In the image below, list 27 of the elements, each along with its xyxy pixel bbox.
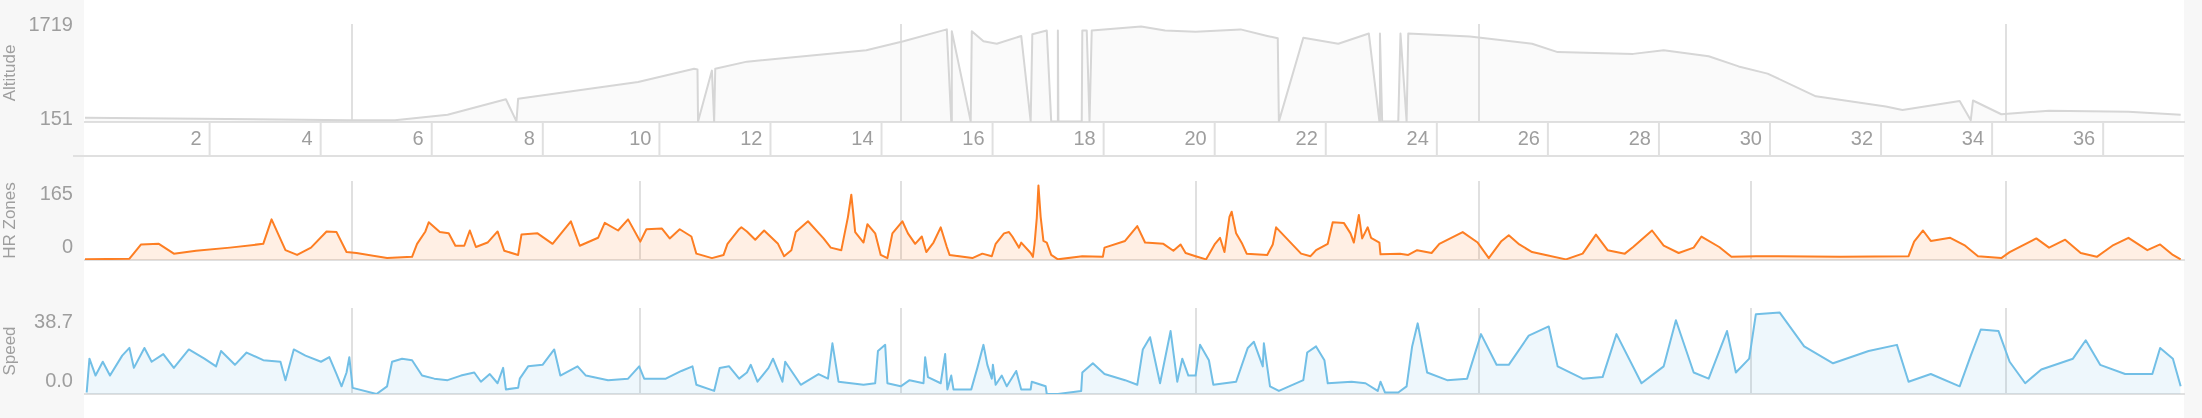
y-axis-title: Speed: [0, 326, 19, 376]
y-axis-title: Altitude: [0, 44, 19, 102]
y-tick-label: 0: [61, 234, 73, 257]
x-tick-label: 26: [1517, 126, 1540, 149]
x-tick-label: 24: [1406, 126, 1429, 149]
y-tick-label: 151: [39, 107, 73, 130]
y-tick-label: 1719: [28, 13, 73, 36]
x-tick-label: 28: [1628, 126, 1651, 149]
x-tick-label: 4: [301, 126, 313, 149]
x-tick-label: 16: [962, 126, 985, 149]
x-tick-label: 10: [629, 126, 652, 149]
x-tick-label: 30: [1739, 126, 1762, 149]
x-tick-label: 14: [851, 126, 874, 149]
x-tick-label: 36: [2072, 126, 2096, 149]
x-tick-label: 32: [1850, 126, 1874, 149]
x-tick-label: 2: [190, 126, 202, 149]
x-tick-label: 34: [1961, 126, 1985, 149]
x-tick-label: 18: [1073, 126, 1096, 149]
x-tick-label: 20: [1184, 126, 1207, 149]
y-tick-label: 0.0: [45, 369, 73, 392]
x-tick-label: 22: [1295, 126, 1318, 149]
y-axis-title: HR Zones: [0, 182, 19, 259]
x-tick-label: 8: [523, 126, 535, 149]
x-tick-label: 6: [412, 126, 424, 149]
y-tick-label: 38.7: [34, 309, 73, 332]
x-tick-label: 12: [740, 126, 763, 149]
y-tick-label: 165: [39, 182, 73, 205]
